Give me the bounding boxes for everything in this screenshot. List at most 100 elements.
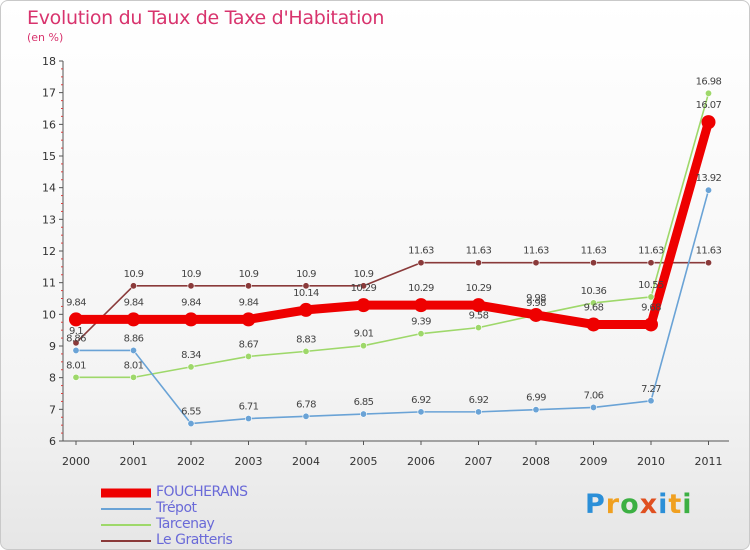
data-point [184, 312, 198, 327]
data-label: 6.78 [296, 399, 316, 410]
data-label: 10.29 [466, 283, 492, 294]
y-tick-label: 6 [49, 435, 56, 448]
x-tick-label: 2010 [637, 455, 665, 468]
data-point [130, 373, 138, 381]
data-label: 9.98 [526, 293, 546, 304]
data-point [126, 312, 141, 327]
data-label: 10.9 [296, 269, 316, 280]
legend-label: Trépot [156, 500, 197, 516]
data-label: 9.39 [411, 317, 431, 328]
proxiti-logo: Proxiti [585, 489, 693, 520]
y-tick-label: 15 [42, 150, 56, 163]
data-point [532, 406, 540, 414]
data-label: 8.01 [66, 360, 86, 371]
data-point [529, 307, 543, 322]
data-label: 8.86 [124, 333, 144, 344]
data-point [417, 259, 425, 267]
axes: 6 7 8 9 10 11 12 13 14 15 16 17 18 2000 2001 2002 2003 20… [42, 55, 729, 468]
x-tick-label: 2009 [580, 455, 608, 468]
x-tick-label: 2001 [120, 455, 148, 468]
y-tick-label: 8 [49, 372, 56, 385]
x-tick-label: 2000 [62, 455, 90, 468]
x-tick-label: 2005 [350, 455, 378, 468]
data-label: 13.92 [696, 173, 722, 184]
data-point [130, 282, 138, 290]
data-point [474, 259, 482, 267]
logo-letter: P [585, 489, 606, 520]
x-tick-label: 2006 [407, 455, 435, 468]
data-label: 8.34 [181, 350, 201, 361]
chart-title: Evolution du Taux de Taxe d'Habitation [27, 7, 385, 29]
y-tick-label: 16 [42, 118, 56, 131]
data-label: 8.67 [239, 339, 259, 350]
data-label: 9.84 [239, 297, 259, 308]
data-point [187, 363, 195, 371]
series-line-tarcenay [75, 92, 710, 379]
data-label: 10.9 [239, 269, 259, 280]
data-label: 11.63 [408, 246, 434, 257]
data-label: 10.9 [354, 269, 374, 280]
data-label: 10.55 [638, 280, 664, 291]
data-label: 9.84 [66, 297, 86, 308]
data-point [589, 403, 597, 411]
data-label: 6.99 [526, 393, 546, 404]
data-point [299, 302, 313, 317]
y-tick-label: 9 [49, 340, 56, 353]
data-label: 7.27 [641, 384, 661, 395]
data-label: 9.84 [124, 297, 144, 308]
x-tick-label: 2008 [522, 455, 550, 468]
y-tick-label: 7 [49, 403, 56, 416]
logo-letter: i [658, 489, 669, 520]
y-tick-label: 13 [42, 213, 56, 226]
y-tick-label: 14 [42, 182, 56, 195]
data-label: 6.71 [239, 402, 259, 413]
data-label: 6.92 [411, 395, 431, 406]
data-point [417, 408, 425, 416]
legend-swatch [101, 488, 151, 498]
data-label: 9.01 [354, 329, 374, 340]
data-point [302, 412, 310, 420]
data-point [359, 282, 367, 290]
data-point [245, 415, 253, 423]
series-line-tr-pot [75, 189, 710, 425]
data-point [589, 259, 597, 267]
data-point [356, 298, 371, 313]
data-point [647, 293, 655, 301]
data-point [417, 330, 425, 338]
data-point [302, 347, 310, 355]
data-label: 8.01 [124, 360, 144, 371]
data-label: 9.1 [69, 326, 83, 337]
data-label: 16.07 [696, 100, 722, 111]
data-label: 11.63 [581, 246, 607, 257]
legend-label: Le Gratteris [156, 532, 233, 548]
data-label: 10.29 [408, 283, 434, 294]
data-label: 9.84 [181, 297, 201, 308]
series-points [69, 89, 716, 428]
data-point [187, 420, 195, 428]
data-point [647, 259, 655, 267]
series-line-le-gratteris [75, 261, 710, 344]
legend-label: FOUCHERANS [156, 484, 248, 500]
logo-letter: x [639, 489, 659, 520]
data-point [245, 282, 253, 290]
data-label: 6.55 [181, 407, 201, 418]
data-label: 7.06 [584, 390, 604, 401]
data-point [72, 373, 80, 381]
data-point [704, 259, 712, 267]
data-labels: 9.84 9.84 9.84 9.84 10.14 10.29 10.29 10.29 9.98… [66, 76, 722, 418]
logo-letter: t [668, 489, 683, 520]
legend-label: Tarcenay [156, 516, 215, 532]
y-tick-label: 10 [42, 308, 56, 321]
data-label: 10.9 [181, 269, 201, 280]
y-tick-label: 18 [42, 55, 56, 68]
series-lines [71, 92, 713, 425]
data-point [187, 282, 195, 290]
data-point [72, 346, 80, 354]
data-point [302, 282, 310, 290]
data-point [69, 312, 83, 327]
data-label: 11.63 [696, 246, 722, 257]
data-label: 16.98 [696, 76, 722, 87]
data-point [701, 115, 716, 130]
data-point [471, 298, 486, 313]
data-point [359, 410, 367, 418]
